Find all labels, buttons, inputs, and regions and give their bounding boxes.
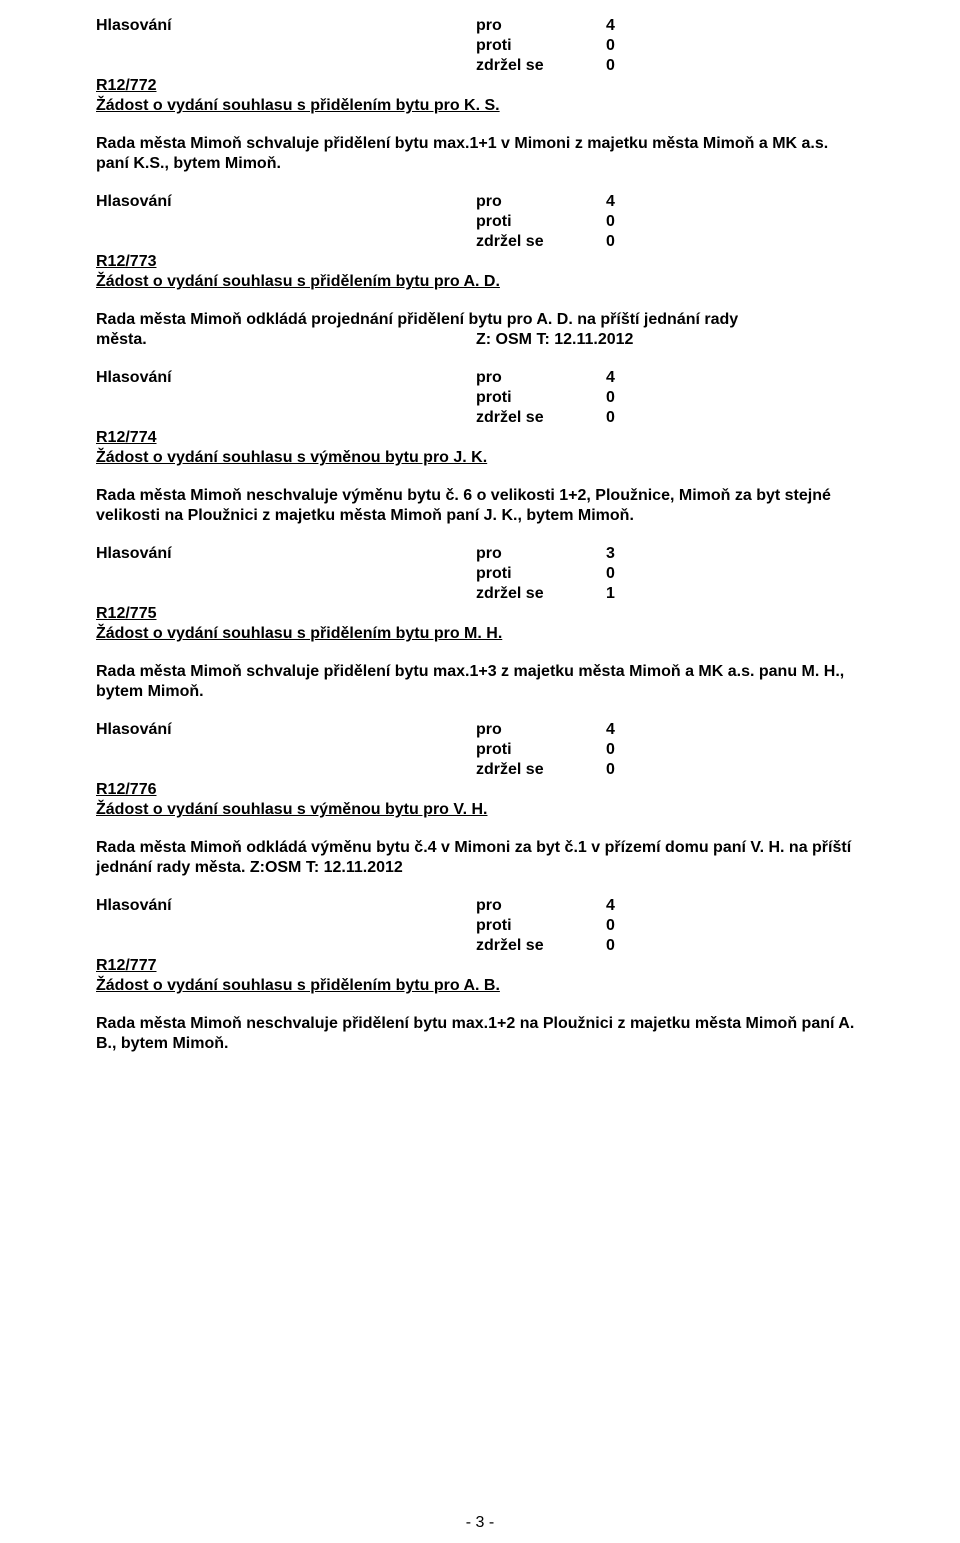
vote-pro-label: pro: [476, 720, 606, 740]
vote-row: zdržel se 0: [96, 936, 864, 956]
section-body-772: Rada města Mimoň schvaluje přidělení byt…: [96, 134, 864, 174]
vote-zdrzel-label: zdržel se: [476, 760, 606, 780]
vote-zdrzel-value: 0: [606, 408, 646, 428]
section-body-773-l1: Rada města Mimoň odkládá projednání přid…: [96, 310, 864, 330]
section-ref-775: R12/775: [96, 604, 864, 624]
section-title-775: Žádost o vydání souhlasu s přidělením by…: [96, 624, 864, 644]
vote-zdrzel-value: 0: [606, 232, 646, 252]
vote-proti-label: proti: [476, 740, 606, 760]
vote-hlasovani-label: Hlasování: [96, 544, 476, 564]
vote-row: zdržel se 0: [96, 408, 864, 428]
vote-pro-value: 3: [606, 544, 646, 564]
vote-pro-value: 4: [606, 16, 646, 36]
vote-zdrzel-label: zdržel se: [476, 56, 606, 76]
section-body-777: Rada města Mimoň neschvaluje přidělení b…: [96, 1014, 864, 1054]
vote-pro-label: pro: [476, 368, 606, 388]
vote-proti-value: 0: [606, 36, 646, 56]
document-page: Hlasování pro 4 proti 0 zdržel se 0 R12/…: [0, 0, 960, 1543]
vote-row: proti 0: [96, 740, 864, 760]
vote-row: Hlasování pro 4: [96, 16, 864, 36]
vote-row: proti 0: [96, 388, 864, 408]
vote-proti-label: proti: [476, 36, 606, 56]
section-title-776: Žádost o vydání souhlasu s výměnou bytu …: [96, 800, 864, 820]
section-title-774: Žádost o vydání souhlasu s výměnou bytu …: [96, 448, 864, 468]
vote-zdrzel-label: zdržel se: [476, 408, 606, 428]
vote-row: proti 0: [96, 36, 864, 56]
vote-proti-value: 0: [606, 916, 646, 936]
vote-zdrzel-value: 0: [606, 760, 646, 780]
vote-proti-value: 0: [606, 564, 646, 584]
vote-row: Hlasování pro 3: [96, 544, 864, 564]
vote-pro-value: 4: [606, 192, 646, 212]
section-body-775: Rada města Mimoň schvaluje přidělení byt…: [96, 662, 864, 702]
section-body-776: Rada města Mimoň odkládá výměnu bytu č.4…: [96, 838, 864, 878]
section-ref-776: R12/776: [96, 780, 864, 800]
vote-zdrzel-value: 1: [606, 584, 646, 604]
section-title-777: Žádost o vydání souhlasu s přidělením by…: [96, 976, 864, 996]
vote-proti-label: proti: [476, 388, 606, 408]
section-title-773: Žádost o vydání souhlasu s přidělením by…: [96, 272, 864, 292]
vote-hlasovani-label: Hlasování: [96, 368, 476, 388]
section-ref-777: R12/777: [96, 956, 864, 976]
vote-pro-label: pro: [476, 544, 606, 564]
vote-row: zdržel se 0: [96, 56, 864, 76]
vote-row: proti 0: [96, 916, 864, 936]
vote-proti-label: proti: [476, 916, 606, 936]
vote-hlasovani-label: Hlasování: [96, 16, 476, 36]
vote-proti-value: 0: [606, 212, 646, 232]
vote-zdrzel-value: 0: [606, 56, 646, 76]
vote-pro-label: pro: [476, 192, 606, 212]
vote-zdrzel-label: zdržel se: [476, 584, 606, 604]
vote-pro-value: 4: [606, 720, 646, 740]
vote-row: Hlasování pro 4: [96, 192, 864, 212]
vote-zdrzel-label: zdržel se: [476, 936, 606, 956]
vote-row: proti 0: [96, 212, 864, 232]
vote-row: Hlasování pro 4: [96, 720, 864, 740]
vote-row: zdržel se 0: [96, 760, 864, 780]
vote-proti-label: proti: [476, 564, 606, 584]
vote-proti-value: 0: [606, 388, 646, 408]
vote-proti-label: proti: [476, 212, 606, 232]
section-title-772: Žádost o vydání souhlasu s přidělením by…: [96, 96, 864, 116]
vote-row: Hlasování pro 4: [96, 368, 864, 388]
section-body-773-l2a: města.: [96, 330, 476, 350]
page-number: - 3 -: [0, 1513, 960, 1533]
vote-row: Hlasování pro 4: [96, 896, 864, 916]
section-body-773-l2: města. Z: OSM T: 12.11.2012: [96, 330, 864, 350]
vote-row: proti 0: [96, 564, 864, 584]
section-ref-772: R12/772: [96, 76, 864, 96]
vote-zdrzel-label: zdržel se: [476, 232, 606, 252]
section-ref-773: R12/773: [96, 252, 864, 272]
vote-pro-label: pro: [476, 16, 606, 36]
section-body-773-l2b: Z: OSM T: 12.11.2012: [476, 330, 633, 350]
vote-hlasovani-label: Hlasování: [96, 192, 476, 212]
vote-pro-value: 4: [606, 896, 646, 916]
vote-zdrzel-value: 0: [606, 936, 646, 956]
vote-pro-value: 4: [606, 368, 646, 388]
vote-row: zdržel se 1: [96, 584, 864, 604]
section-ref-774: R12/774: [96, 428, 864, 448]
vote-hlasovani-label: Hlasování: [96, 896, 476, 916]
vote-row: zdržel se 0: [96, 232, 864, 252]
section-body-774: Rada města Mimoň neschvaluje výměnu bytu…: [96, 486, 864, 526]
vote-hlasovani-label: Hlasování: [96, 720, 476, 740]
vote-pro-label: pro: [476, 896, 606, 916]
vote-proti-value: 0: [606, 740, 646, 760]
